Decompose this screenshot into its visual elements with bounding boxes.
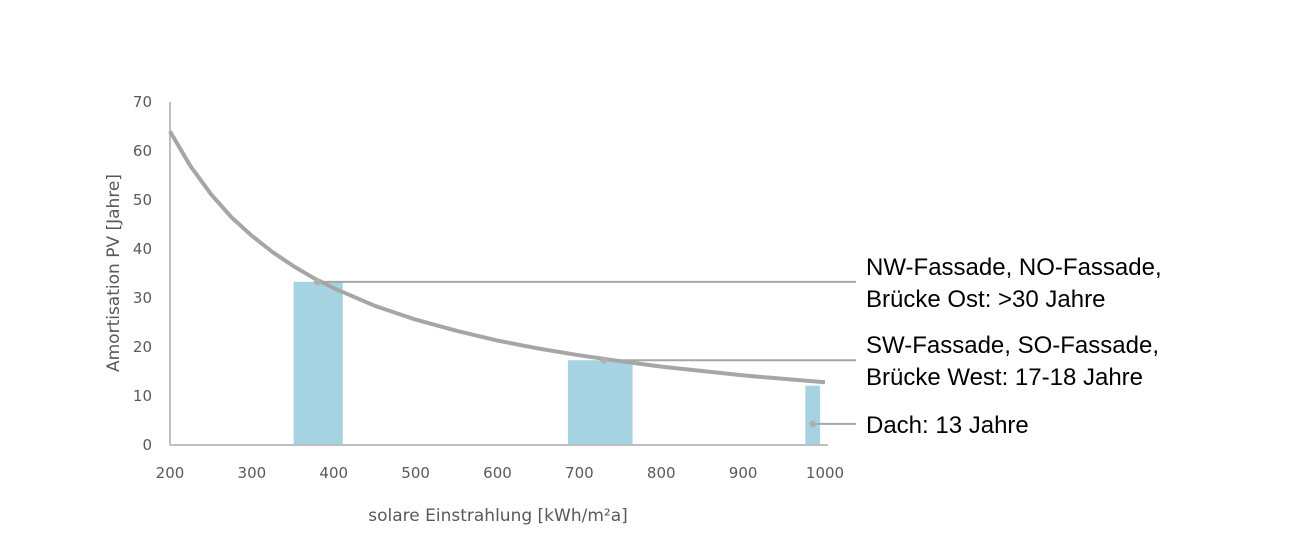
x-tick-label: 700 bbox=[565, 464, 594, 482]
y-tick-label: 40 bbox=[133, 240, 152, 258]
bar-1 bbox=[293, 281, 343, 445]
x-tick-label: 600 bbox=[483, 464, 512, 482]
bar-3 bbox=[805, 385, 821, 445]
y-tick-label: 0 bbox=[142, 436, 152, 454]
annotation-point bbox=[809, 420, 817, 428]
annotation-point bbox=[313, 278, 321, 286]
y-tick-label: 10 bbox=[133, 387, 152, 405]
x-axis-label: solare Einstrahlung [kWh/m²a] bbox=[368, 506, 628, 526]
x-tick-label: 300 bbox=[238, 464, 267, 482]
x-tick-label: 500 bbox=[401, 464, 430, 482]
x-tick-label: 800 bbox=[647, 464, 676, 482]
annotation-label: NW-Fassade, NO-Fassade, bbox=[866, 254, 1162, 281]
annotation-label: Dach: 13 Jahre bbox=[866, 412, 1029, 439]
y-axis-label: Amortisation PV [Jahre] bbox=[104, 174, 124, 372]
x-tick-label: 1000 bbox=[806, 464, 844, 482]
y-tick-label: 20 bbox=[133, 338, 152, 356]
annotation-point bbox=[600, 356, 608, 364]
annotation-label: Brücke West: 17-18 Jahre bbox=[866, 364, 1143, 391]
x-tick-label: 900 bbox=[729, 464, 758, 482]
bar-2 bbox=[567, 360, 633, 445]
y-tick-label: 70 bbox=[133, 93, 152, 111]
annotation-label: SW-Fassade, SO-Fassade, bbox=[866, 332, 1159, 359]
x-tick-label: 400 bbox=[319, 464, 348, 482]
y-tick-label: 30 bbox=[133, 289, 152, 307]
x-tick-label: 200 bbox=[156, 464, 185, 482]
y-tick-label: 50 bbox=[133, 191, 152, 209]
y-tick-label: 60 bbox=[133, 142, 152, 160]
annotation-label: Brücke Ost: >30 Jahre bbox=[866, 286, 1105, 313]
amortisation-curve bbox=[168, 130, 826, 385]
